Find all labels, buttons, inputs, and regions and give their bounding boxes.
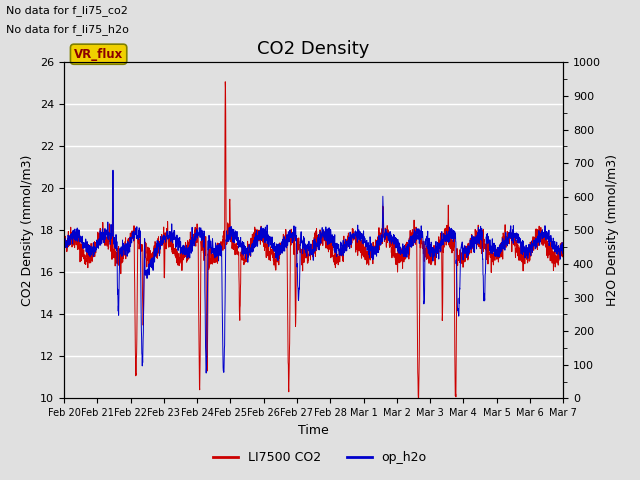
Line: LI7500 CO2: LI7500 CO2 (64, 82, 563, 398)
op_h2o (60, 237, 68, 243)
Legend: LI7500 CO2, op_h2o: LI7500 CO2, op_h2o (209, 446, 431, 469)
op_h2o (464, 248, 472, 253)
op_h2o (218, 289, 226, 295)
Title: CO2 Density: CO2 Density (257, 40, 370, 58)
LI7500 CO2 (492, 249, 500, 255)
op_h2o (559, 243, 567, 249)
X-axis label: Time: Time (298, 424, 329, 437)
Text: No data for f_li75_co2: No data for f_li75_co2 (6, 5, 128, 16)
Line: op_h2o: op_h2o (64, 170, 563, 373)
op_h2o (344, 242, 351, 248)
LI7500 CO2 (110, 254, 118, 260)
LI7500 CO2 (218, 239, 225, 245)
op_h2o (553, 251, 561, 257)
LI7500 CO2 (60, 242, 68, 248)
LI7500 CO2 (221, 79, 229, 84)
LI7500 CO2 (415, 396, 422, 401)
Text: VR_flux: VR_flux (74, 48, 124, 61)
LI7500 CO2 (344, 240, 351, 245)
op_h2o (492, 247, 500, 253)
LI7500 CO2 (553, 258, 561, 264)
LI7500 CO2 (464, 257, 472, 263)
op_h2o (202, 370, 210, 376)
op_h2o (109, 168, 117, 173)
op_h2o (110, 240, 118, 245)
Y-axis label: H2O Density (mmol/m3): H2O Density (mmol/m3) (607, 155, 620, 306)
Y-axis label: CO2 Density (mmol/m3): CO2 Density (mmol/m3) (22, 155, 35, 306)
Text: No data for f_li75_h2o: No data for f_li75_h2o (6, 24, 129, 35)
LI7500 CO2 (559, 243, 567, 249)
